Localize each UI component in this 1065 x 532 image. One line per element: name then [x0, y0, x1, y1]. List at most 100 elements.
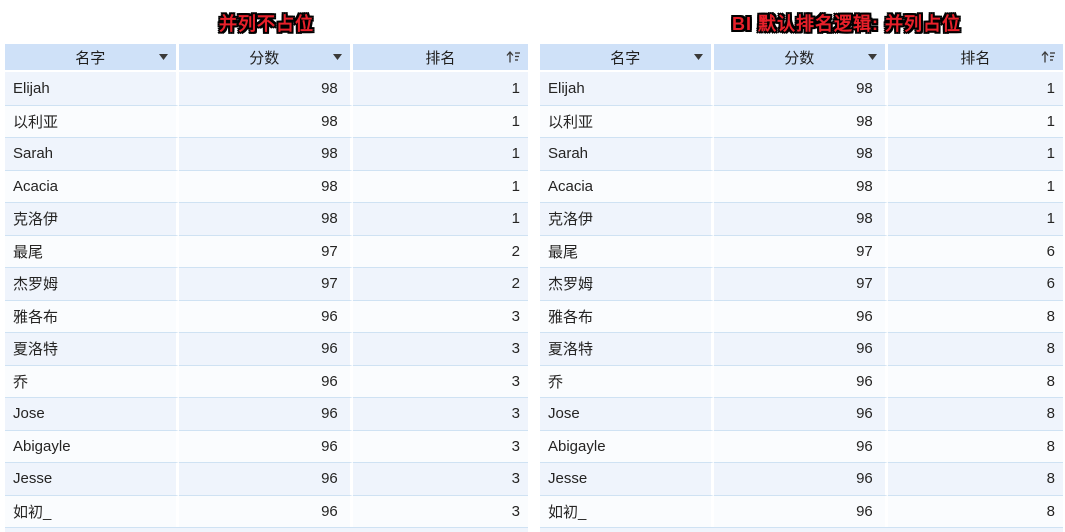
column-header-name[interactable]: 名字 — [5, 44, 179, 72]
sort-ascending-icon[interactable] — [1041, 51, 1055, 64]
cell-rank[interactable]: 1 — [887, 169, 1063, 202]
cell-score[interactable]: 96 — [713, 332, 888, 365]
cell-name[interactable]: Jose — [5, 397, 179, 430]
cell-score[interactable]: 97 — [713, 234, 888, 267]
cell-rank[interactable]: 3 — [352, 397, 528, 430]
cell-score[interactable]: 96 — [178, 299, 353, 332]
cell-name[interactable]: Acacia — [540, 169, 714, 202]
cell-rank[interactable]: 6 — [887, 267, 1063, 300]
column-header-name[interactable]: 名字 — [540, 44, 714, 72]
cell-rank[interactable]: 1 — [352, 72, 528, 105]
cell-name[interactable]: Elijah — [540, 72, 714, 105]
cell-rank[interactable]: 1 — [352, 202, 528, 235]
cell-name[interactable]: 夏洛特 — [5, 332, 179, 365]
column-header-rank[interactable]: 排名 — [352, 44, 528, 72]
cell-score[interactable]: 98 — [178, 169, 353, 202]
cell-rank[interactable]: 3 — [352, 364, 528, 397]
cell-score[interactable]: 96 — [713, 494, 888, 527]
cell-name[interactable]: 以利亚 — [540, 104, 714, 137]
cell-rank[interactable]: 2 — [352, 267, 528, 300]
cell-rank[interactable]: 8 — [887, 299, 1063, 332]
cell-score[interactable]: 97 — [178, 267, 353, 300]
dropdown-icon[interactable] — [158, 54, 168, 60]
cell-rank[interactable]: 8 — [887, 364, 1063, 397]
cell-name[interactable]: Sarah — [5, 137, 179, 170]
cell-rank[interactable]: 8 — [887, 494, 1063, 527]
cell-rank[interactable]: 8 — [887, 429, 1063, 462]
cell-rank[interactable]: 1 — [352, 137, 528, 170]
dropdown-icon[interactable] — [332, 54, 342, 60]
column-header-score[interactable]: 分数 — [178, 44, 353, 72]
cell-rank[interactable]: 1 — [887, 72, 1063, 105]
cell-name[interactable]: 最尾 — [5, 234, 179, 267]
cell-score[interactable]: 98 — [178, 137, 353, 170]
cell-name[interactable]: Sarah — [540, 137, 714, 170]
cell-score[interactable]: 98 — [713, 72, 888, 105]
column-header-rank[interactable]: 排名 — [887, 44, 1063, 72]
cell-score[interactable]: 98 — [713, 137, 888, 170]
table-row: 杰罗姆 97 2 — [5, 267, 528, 300]
cell-name[interactable]: 杰罗姆 — [540, 267, 714, 300]
cell-rank[interactable]: 2 — [352, 234, 528, 267]
cell-name[interactable]: 以利亚 — [5, 104, 179, 137]
cell-score[interactable]: 98 — [713, 169, 888, 202]
cell-score[interactable]: 96 — [178, 429, 353, 462]
cell-score[interactable]: 98 — [178, 72, 353, 105]
cell-rank[interactable]: 1 — [887, 104, 1063, 137]
table-row: 克洛伊 98 1 — [540, 202, 1063, 235]
cell-rank[interactable]: 3 — [352, 494, 528, 527]
cell-name[interactable]: 克洛伊 — [5, 202, 179, 235]
cell-rank[interactable]: 1 — [352, 169, 528, 202]
cell-name[interactable]: 最尾 — [540, 234, 714, 267]
cell-name[interactable]: Abigayle — [5, 429, 179, 462]
cell-score[interactable]: 96 — [178, 397, 353, 430]
cell-name[interactable]: Jesse — [540, 462, 714, 495]
sort-ascending-icon[interactable] — [506, 51, 520, 64]
cell-score[interactable]: 96 — [713, 462, 888, 495]
cell-rank[interactable]: 1 — [352, 104, 528, 137]
cell-rank[interactable]: 6 — [887, 234, 1063, 267]
cell-name[interactable]: 乔 — [540, 364, 714, 397]
cell-rank[interactable]: 8 — [887, 397, 1063, 430]
cell-score[interactable]: 96 — [178, 364, 353, 397]
cell-score[interactable]: 96 — [178, 494, 353, 527]
column-header-score[interactable]: 分数 — [713, 44, 888, 72]
cell-rank[interactable]: 3 — [352, 299, 528, 332]
cell-score[interactable]: 97 — [178, 234, 353, 267]
cell-rank[interactable]: 8 — [887, 462, 1063, 495]
cell-name[interactable]: 如初_ — [540, 494, 714, 527]
cell-score[interactable]: 96 — [713, 299, 888, 332]
cell-name[interactable]: 雅各布 — [5, 299, 179, 332]
cell-rank[interactable]: 1 — [887, 202, 1063, 235]
cell-score[interactable]: 96 — [713, 364, 888, 397]
table-row: Elijah 98 1 — [540, 72, 1063, 105]
cell-rank[interactable]: 3 — [352, 462, 528, 495]
cell-rank[interactable]: 8 — [887, 332, 1063, 365]
dropdown-icon[interactable] — [693, 54, 703, 60]
cell-name[interactable]: 雅各布 — [540, 299, 714, 332]
cell-score[interactable]: 98 — [178, 104, 353, 137]
cell-score[interactable]: 96 — [713, 397, 888, 430]
cell-name[interactable]: Jose — [540, 397, 714, 430]
dropdown-icon[interactable] — [867, 54, 877, 60]
cell-score[interactable]: 96 — [178, 332, 353, 365]
cell-score[interactable]: 96 — [713, 429, 888, 462]
cell-name[interactable]: Abigayle — [540, 429, 714, 462]
cell-name[interactable]: 如初_ — [5, 494, 179, 527]
cell-score[interactable]: 96 — [178, 462, 353, 495]
cell-name[interactable]: Elijah — [5, 72, 179, 105]
cell-score[interactable]: 98 — [713, 104, 888, 137]
cell-rank[interactable]: 1 — [887, 137, 1063, 170]
cell-rank[interactable]: 3 — [352, 332, 528, 365]
cell-score[interactable]: 98 — [178, 202, 353, 235]
cell-score[interactable]: 98 — [713, 202, 888, 235]
cell-score[interactable]: 97 — [713, 267, 888, 300]
cell-name[interactable]: 乔 — [5, 364, 179, 397]
left-rank-table: 名字 分数 排名 — [5, 44, 528, 532]
cell-name[interactable]: 杰罗姆 — [5, 267, 179, 300]
cell-rank[interactable]: 3 — [352, 429, 528, 462]
cell-name[interactable]: Acacia — [5, 169, 179, 202]
cell-name[interactable]: 夏洛特 — [540, 332, 714, 365]
cell-name[interactable]: Jesse — [5, 462, 179, 495]
cell-name[interactable]: 克洛伊 — [540, 202, 714, 235]
